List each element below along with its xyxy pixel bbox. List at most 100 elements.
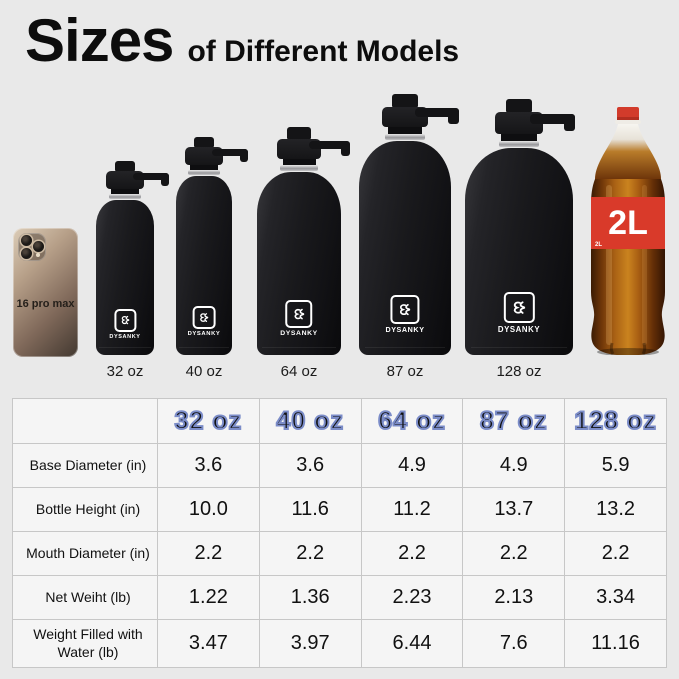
bottle-neck (501, 133, 537, 141)
cola-cap (617, 107, 639, 120)
bottle-handle (529, 113, 576, 131)
brand-logo: DYSANKY (498, 292, 540, 334)
bottle-body: DYSANKY (465, 147, 573, 355)
brand-logo: DYSANKY (187, 305, 221, 338)
bottle-handle (308, 140, 351, 156)
size-label: 40 oz (185, 363, 223, 380)
cola-2l-unit: 2L 2L (589, 107, 667, 381)
spec-value-cell: 11.6 (258, 487, 362, 532)
bottle-lid (277, 139, 351, 159)
table-corner-cell (12, 398, 158, 444)
spec-value-cell: 3.6 (258, 443, 362, 488)
bottle-steel-ring (187, 170, 221, 175)
spec-value-cell: 2.2 (462, 531, 566, 576)
dysanky-logo-mark-icon (113, 309, 137, 332)
table-row: Net Weiht (lb) 1.22 1.36 2.23 2.13 3.34 (12, 575, 667, 620)
size-label: 128 oz (496, 363, 542, 380)
spec-row-label: Base Diameter (in) (12, 443, 158, 488)
bottle-lid (185, 147, 249, 165)
bottle-neck (282, 158, 316, 166)
brand-name: DYSANKY (385, 325, 425, 334)
spec-value-cell: 2.2 (564, 531, 667, 576)
phone-camera-module (18, 233, 46, 261)
bottle-cap-knob (286, 127, 312, 140)
phone-label: 16 pro max (16, 297, 75, 310)
bottle-body: DYSANKY (176, 175, 232, 355)
camera-lens-icon (21, 235, 32, 246)
spec-row-label: Mouth Diameter (in) (12, 531, 158, 576)
size-label: 32 oz (106, 363, 144, 380)
bottle-64oz-unit: DYSANKY 64 oz (257, 127, 351, 381)
spec-value-cell: 7.6 (462, 619, 566, 668)
bottle-body: DYSANKY (257, 171, 341, 355)
dysanky-logo-mark-icon (390, 295, 420, 324)
table-row: Bottle Height (in) 10.0 11.6 11.2 13.7 13.2 (12, 487, 667, 532)
dysanky-logo-mark-icon (285, 300, 313, 328)
title-main: Sizes (25, 7, 174, 74)
bottle-steel-ring (280, 165, 318, 171)
spec-value-cell: 2.2 (360, 531, 464, 576)
bottle-cap-knob (193, 137, 215, 148)
cola-label-band: 2L 2L (591, 197, 665, 249)
bottle-cap-knob (392, 94, 418, 107)
camera-lens-icon (33, 241, 44, 252)
bottle-lid (495, 112, 576, 134)
bottle-handle (212, 148, 249, 162)
bottle-lid (106, 171, 170, 189)
bottle-steel-ring (385, 134, 425, 140)
cola-neck (595, 124, 661, 179)
cola-bottle: 2L 2L (591, 107, 665, 355)
bottle-neck (189, 164, 219, 171)
iphone-16-pro-max: 16 pro max (13, 228, 78, 357)
bottle-128oz-unit: DYSANKY 128 oz (465, 99, 576, 381)
bottle-40oz-unit: DYSANKY 40 oz (176, 137, 249, 381)
table-header-cell: 32 oz (157, 398, 260, 444)
bottle-128oz: DYSANKY (465, 99, 576, 355)
dysanky-logo-mark-icon (192, 305, 216, 330)
spec-value-cell: 4.9 (462, 443, 566, 488)
brand-name: DYSANKY (187, 331, 221, 338)
size-label: 87 oz (386, 363, 424, 380)
spec-value-cell: 2.2 (157, 531, 260, 576)
spec-value-cell: 3.6 (157, 443, 260, 488)
spec-value-cell: 11.2 (360, 487, 464, 532)
table-header-cell: 64 oz (360, 398, 464, 444)
size-comparison-scene: 16 pro max DYSANKY (0, 85, 679, 390)
bottle-40oz: DYSANKY (176, 137, 249, 355)
spec-row-label: Net Weiht (lb) (12, 575, 158, 620)
spec-value-cell: 2.2 (258, 531, 362, 576)
dysanky-logo-mark-icon (503, 292, 535, 324)
bottle-cap-knob (505, 99, 533, 113)
spec-table-wrap: 32 oz 40 oz 64 oz 87 oz 128 oz Base Diameter … (12, 398, 667, 668)
table-header-row: 32 oz 40 oz 64 oz 87 oz 128 oz (12, 398, 667, 444)
brand-name: DYSANKY (109, 333, 141, 340)
spec-row-label: Weight Filled with Water (lb) (12, 619, 158, 668)
bottle-64oz: DYSANKY (257, 127, 351, 355)
cola-corner-label: 2L (595, 242, 602, 248)
camera-lens-icon (21, 248, 32, 259)
bottle-handle (415, 108, 459, 125)
brand-logo: DYSANKY (385, 295, 424, 334)
table-header-cell: 128 oz (564, 398, 667, 444)
page-title: Sizes of Different Models (25, 6, 459, 75)
bottle-steel-ring (108, 194, 142, 199)
brand-logo: DYSANKY (280, 300, 318, 337)
bottle-neck (110, 188, 140, 195)
cola-volume-label: 2L (608, 204, 648, 242)
spec-value-cell: 13.7 (462, 487, 566, 532)
spec-value-cell: 3.97 (258, 619, 362, 668)
title-subtitle: of Different Models (187, 35, 460, 68)
table-header-cell: 40 oz (258, 398, 362, 444)
spec-value-cell: 10.0 (157, 487, 260, 532)
bottle-87oz-unit: DYSANKY 87 oz (359, 94, 459, 381)
bottle-lid (382, 106, 459, 128)
spec-value-cell: 1.22 (157, 575, 260, 620)
spec-value-cell: 3.34 (564, 575, 667, 620)
bottle-32oz: DYSANKY (96, 161, 170, 355)
spec-value-cell: 13.2 (564, 487, 667, 532)
spec-value-cell: 2.13 (462, 575, 566, 620)
bottle-32oz-unit: DYSANKY 32 oz (96, 161, 170, 381)
bottle-87oz: DYSANKY (359, 94, 459, 355)
spec-table: 32 oz 40 oz 64 oz 87 oz 128 oz Base Diameter … (12, 398, 667, 668)
spec-value-cell: 5.9 (564, 443, 667, 488)
